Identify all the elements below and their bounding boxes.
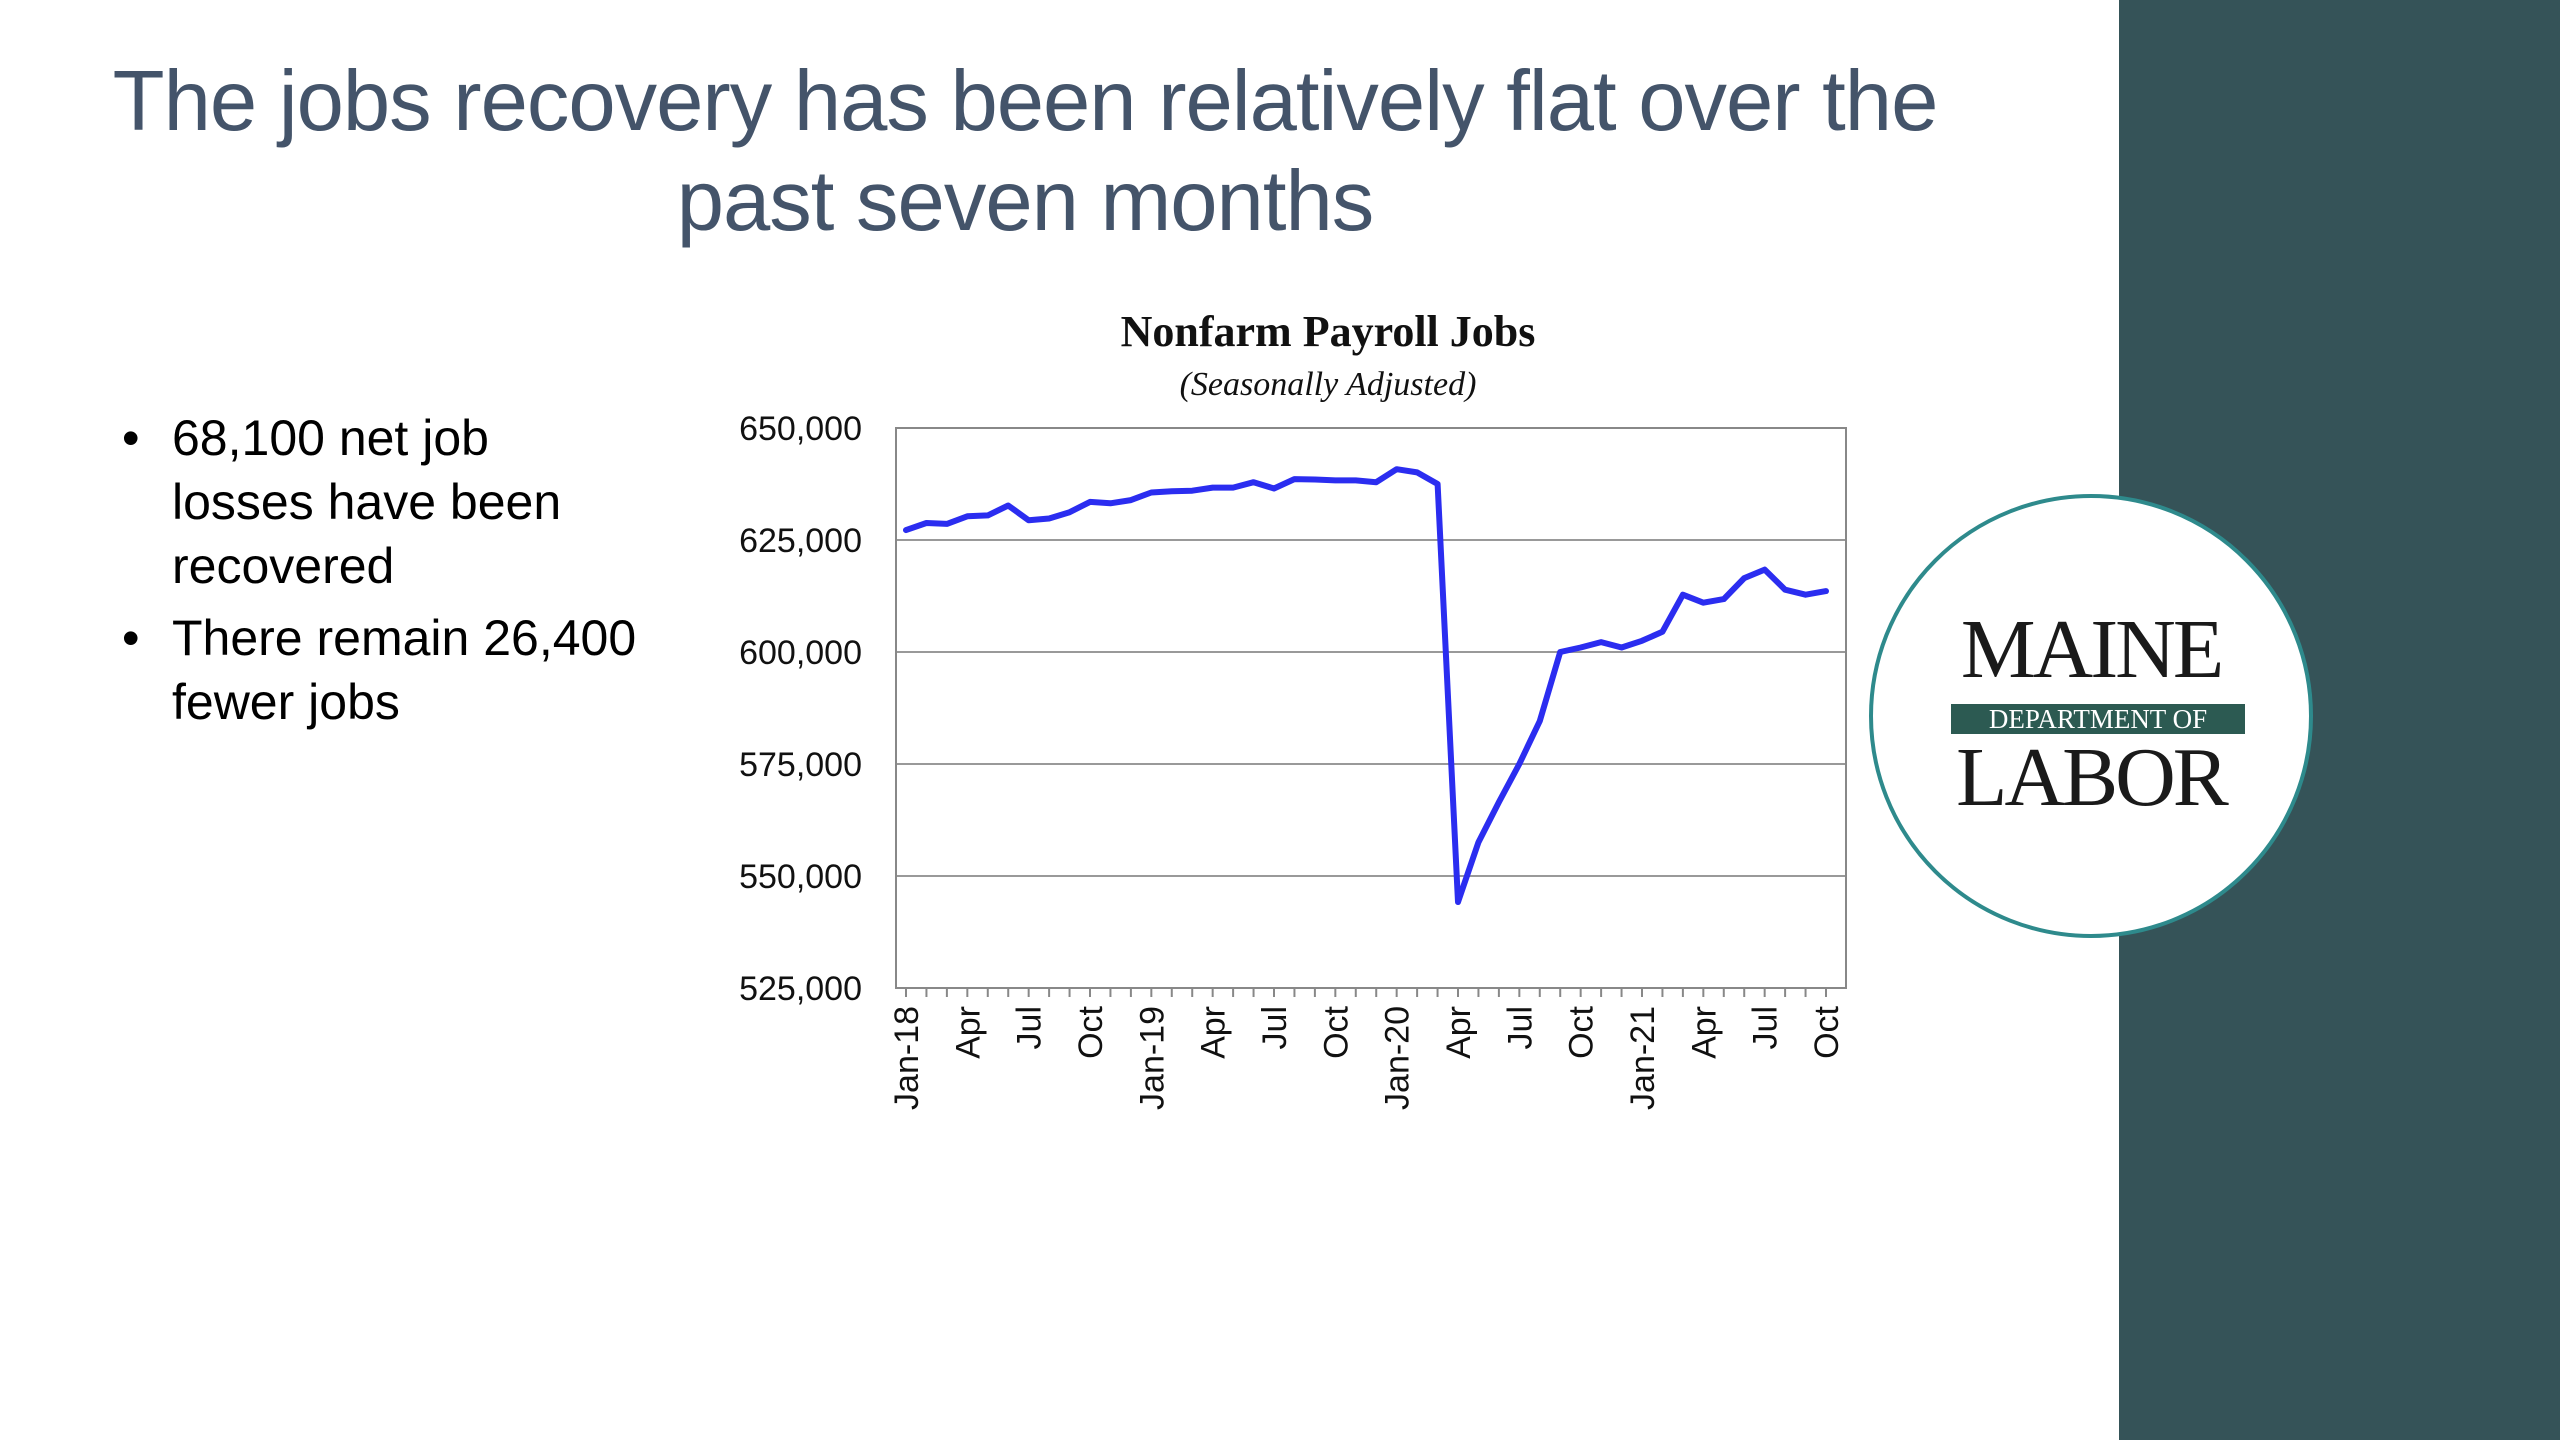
x-tick-label: Jan-20 <box>1379 1006 1417 1110</box>
x-tick-label: Jul <box>1747 1006 1785 1049</box>
x-tick-label: Oct <box>1563 1005 1601 1058</box>
y-tick-label: 525,000 <box>739 970 862 1008</box>
x-tick-label: Apr <box>1685 1006 1723 1059</box>
x-axis-ticks: Jan-18 Apr Jul Oct Jan-19 Apr Jul Oct Jan-20 Apr J… <box>888 988 1846 1110</box>
bullet-list: 68,100 net job losses have been recovere… <box>122 406 642 742</box>
bullet-item: There remain 26,400 fewer jobs <box>122 606 642 734</box>
y-tick-label: 575,000 <box>739 746 862 784</box>
bullet-item: 68,100 net job losses have been recovere… <box>122 406 642 598</box>
x-tick-label: Oct <box>1808 1005 1846 1058</box>
chart-title: Nonfarm Payroll Jobs <box>1121 307 1536 356</box>
x-tick-label: Jan-21 <box>1624 1006 1662 1110</box>
y-tick-label: 650,000 <box>739 410 862 448</box>
x-tick-label: Apr <box>1195 1006 1233 1059</box>
x-tick-label: Oct <box>1317 1005 1355 1058</box>
maine-dol-logo: MAINE DEPARTMENT OF LABOR <box>1869 494 2313 938</box>
x-tick-label: Apr <box>949 1006 987 1059</box>
logo-text-department: DEPARTMENT OF <box>1951 704 2245 734</box>
x-tick-label: Jan-19 <box>1133 1006 1171 1110</box>
logo-text-labor: LABOR <box>1956 731 2229 824</box>
x-tick-label: Jan-18 <box>888 1006 926 1110</box>
chart-subtitle: (Seasonally Adjusted) <box>1180 366 1477 403</box>
x-tick-label: Jul <box>1256 1006 1294 1049</box>
logo-text-maine: MAINE <box>1960 603 2224 696</box>
y-tick-label: 600,000 <box>739 634 862 672</box>
plot-frame <box>895 427 1847 989</box>
slide-title: The jobs recovery has been relatively fl… <box>112 54 1939 249</box>
grid-lines <box>896 427 1846 989</box>
y-tick-label: 625,000 <box>739 522 862 560</box>
x-tick-label: Oct <box>1072 1005 1110 1058</box>
y-axis-ticks: 650,000 625,000 600,000 575,000 550,000 525,0… <box>739 410 862 1008</box>
y-tick-label: 550,000 <box>739 858 862 896</box>
series-line <box>903 466 1829 905</box>
x-tick-label: Jul <box>1501 1006 1539 1049</box>
x-tick-label: Jul <box>1011 1006 1049 1049</box>
x-tick-label: Apr <box>1440 1006 1478 1059</box>
